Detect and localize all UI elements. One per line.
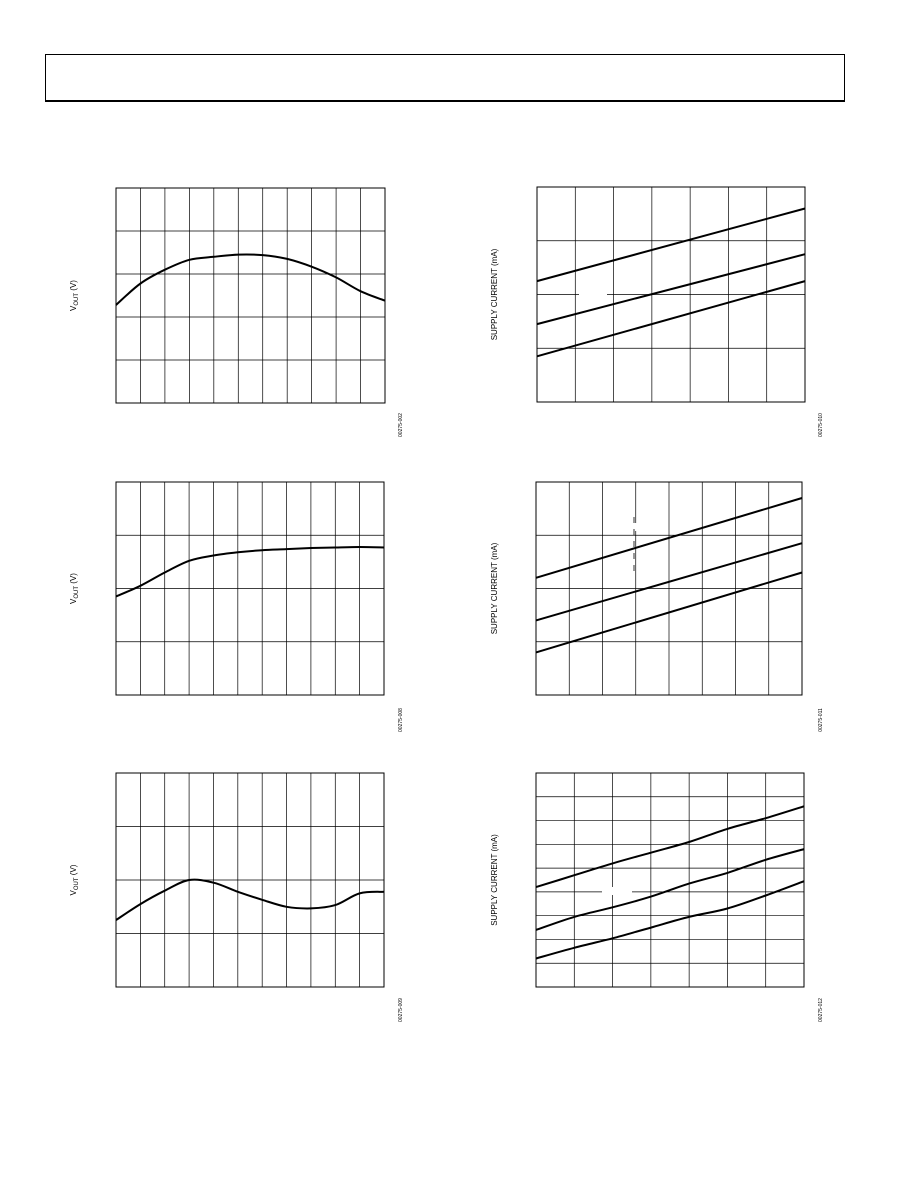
label-gap bbox=[579, 290, 607, 296]
series-line-3 bbox=[535, 571, 803, 654]
figure-code: 00275-002 bbox=[398, 413, 404, 437]
plot-frame bbox=[115, 481, 385, 696]
vout-chart-1: VOUT (V) 00275-002 bbox=[69, 187, 404, 437]
y-axis-label: SUPPLY CURRENT (mA) bbox=[490, 248, 499, 340]
series-line-1 bbox=[115, 878, 385, 921]
figure-code: 00275-008 bbox=[398, 708, 404, 732]
series-line-2 bbox=[535, 848, 805, 931]
y-axis-label: VOUT (V) bbox=[69, 573, 80, 604]
series-line-1 bbox=[115, 546, 385, 598]
series-line-3 bbox=[535, 880, 805, 960]
page-header-frame bbox=[45, 54, 845, 102]
grid bbox=[536, 773, 804, 987]
label-gap bbox=[602, 887, 632, 895]
series-line-2 bbox=[536, 253, 806, 326]
supply-current-chart-1: SUPPLY CURRENT (mA) 00275-010 bbox=[490, 186, 824, 437]
figure-code: 00275-009 bbox=[398, 998, 404, 1022]
vout-chart-3: VOUT (V) 00275-009 bbox=[69, 772, 404, 1022]
y-axis-label: VOUT (V) bbox=[69, 280, 80, 311]
plot-frame bbox=[535, 772, 805, 988]
supply-current-chart-2: SUPPLY CURRENT (mA) 00275-011 bbox=[490, 481, 824, 732]
grid bbox=[116, 188, 385, 403]
plot-frame bbox=[535, 481, 803, 696]
series-line-1 bbox=[536, 207, 806, 283]
supply-current-chart-3: SUPPLY CURRENT (mA) 00275-012 bbox=[490, 772, 824, 1022]
figure-code: 00275-012 bbox=[818, 998, 824, 1022]
grid bbox=[536, 482, 802, 695]
y-axis-label: SUPPLY CURRENT (mA) bbox=[490, 542, 499, 634]
series-line-2 bbox=[535, 542, 803, 622]
y-axis-label: VOUT (V) bbox=[69, 864, 80, 895]
series-line-1 bbox=[535, 497, 803, 579]
series-line-1 bbox=[115, 253, 386, 306]
plot-frame bbox=[115, 187, 386, 404]
series-line-3 bbox=[536, 280, 806, 358]
figure-code: 00275-010 bbox=[818, 413, 824, 437]
y-axis-label: SUPPLY CURRENT (mA) bbox=[490, 834, 499, 926]
plot-frame bbox=[536, 186, 806, 403]
grid bbox=[116, 773, 384, 987]
plot-frame bbox=[115, 772, 385, 988]
vout-chart-2: VOUT (V) 00275-008 bbox=[69, 481, 404, 732]
label-gap bbox=[604, 523, 650, 531]
figure-code: 00275-011 bbox=[818, 708, 824, 732]
series-line-1 bbox=[535, 805, 805, 889]
grid bbox=[116, 482, 384, 695]
